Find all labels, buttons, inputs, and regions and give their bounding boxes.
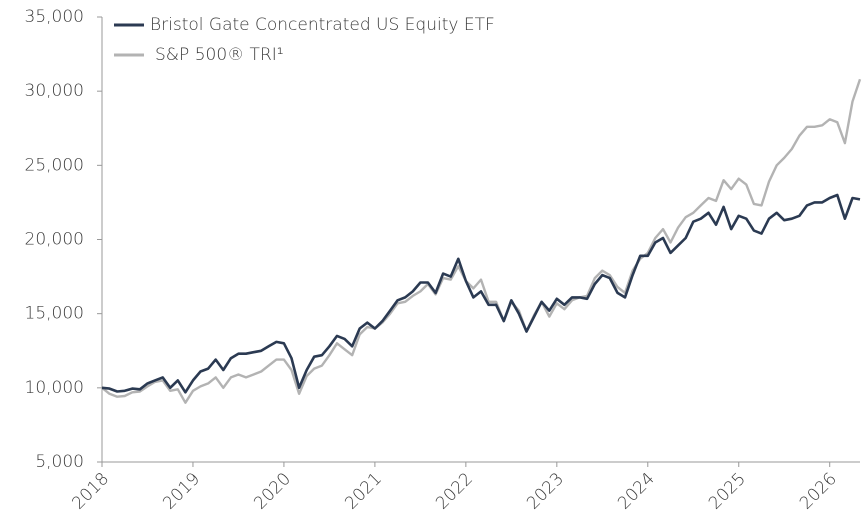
x-tick-label: 2025: [705, 469, 750, 514]
x-tick-label: 2019: [159, 469, 204, 514]
y-tick-label: 25,000: [25, 155, 84, 175]
y-tick-label: 10,000: [25, 378, 84, 398]
x-tick-label: 2022: [432, 469, 477, 514]
x-tick-label: 2021: [341, 469, 386, 514]
x-tick-label: 2024: [614, 469, 659, 514]
y-tick-label: 5,000: [35, 452, 84, 472]
y-tick-label: 35,000: [25, 7, 84, 27]
x-tick-label: 2023: [523, 469, 568, 514]
series-line: [101, 193, 861, 394]
x-tick-label: 2026: [796, 469, 841, 514]
x-tick-label: 2020: [250, 469, 295, 514]
legend-label: S&P 500® TRI¹: [155, 45, 284, 65]
legend-label: Bristol Gate Concentrated US Equity ETF: [150, 15, 495, 35]
y-tick-label: 15,000: [25, 304, 84, 324]
y-tick-label: 30,000: [25, 81, 84, 101]
series-line: [101, 78, 862, 404]
y-tick-label: 20,000: [25, 230, 84, 250]
x-tick-label: 2018: [68, 469, 113, 514]
